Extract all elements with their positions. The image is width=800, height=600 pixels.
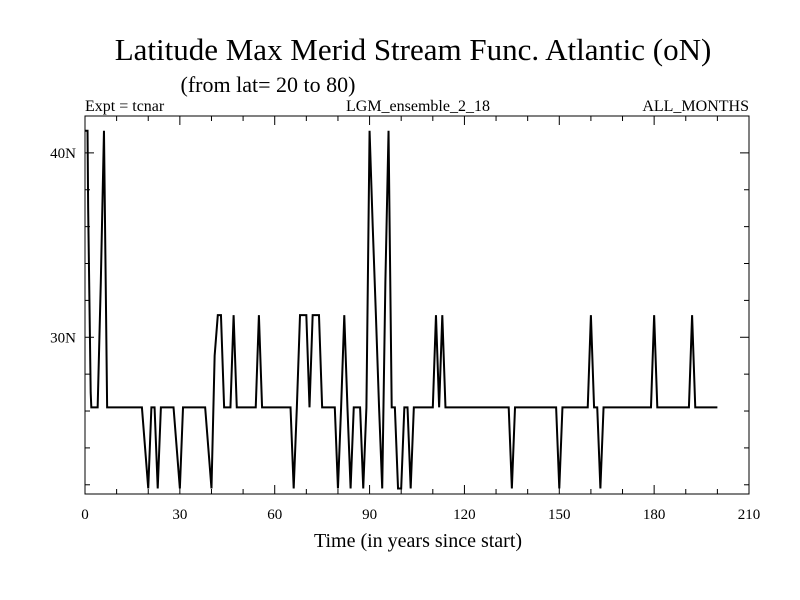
x-tick-label: 180	[643, 507, 666, 523]
x-tick-label: 30	[172, 507, 187, 523]
chart-title: Latitude Max Merid Stream Func. Atlantic…	[115, 32, 712, 67]
y-tick-label: 40N	[50, 146, 76, 162]
y-axis-ticks: 30N 40N	[50, 146, 749, 346]
x-minor-ticks	[116, 116, 718, 494]
series-line	[85, 129, 718, 490]
y-minor-ticks	[85, 115, 749, 486]
x-tick-label: 120	[453, 507, 476, 523]
x-tick-label: 90	[362, 507, 377, 523]
y-tick-label: 30N	[50, 330, 76, 346]
x-axis-ticks: 0 30 60 90 120 150 180 210	[81, 116, 760, 523]
header-months: ALL_MONTHS	[642, 98, 749, 115]
x-tick-label: 150	[548, 507, 571, 523]
x-tick-label: 0	[81, 507, 89, 523]
header-ensemble: LGM_ensemble_2_18	[346, 98, 490, 115]
plot-frame	[84, 115, 750, 495]
header-experiment: Expt = tcnar	[85, 98, 165, 115]
x-axis-label: Time (in years since start)	[314, 530, 522, 552]
series-group	[85, 129, 718, 490]
x-tick-label: 210	[738, 507, 761, 523]
chart-subtitle: (from lat= 20 to 80)	[181, 72, 356, 97]
x-tick-label: 60	[267, 507, 282, 523]
